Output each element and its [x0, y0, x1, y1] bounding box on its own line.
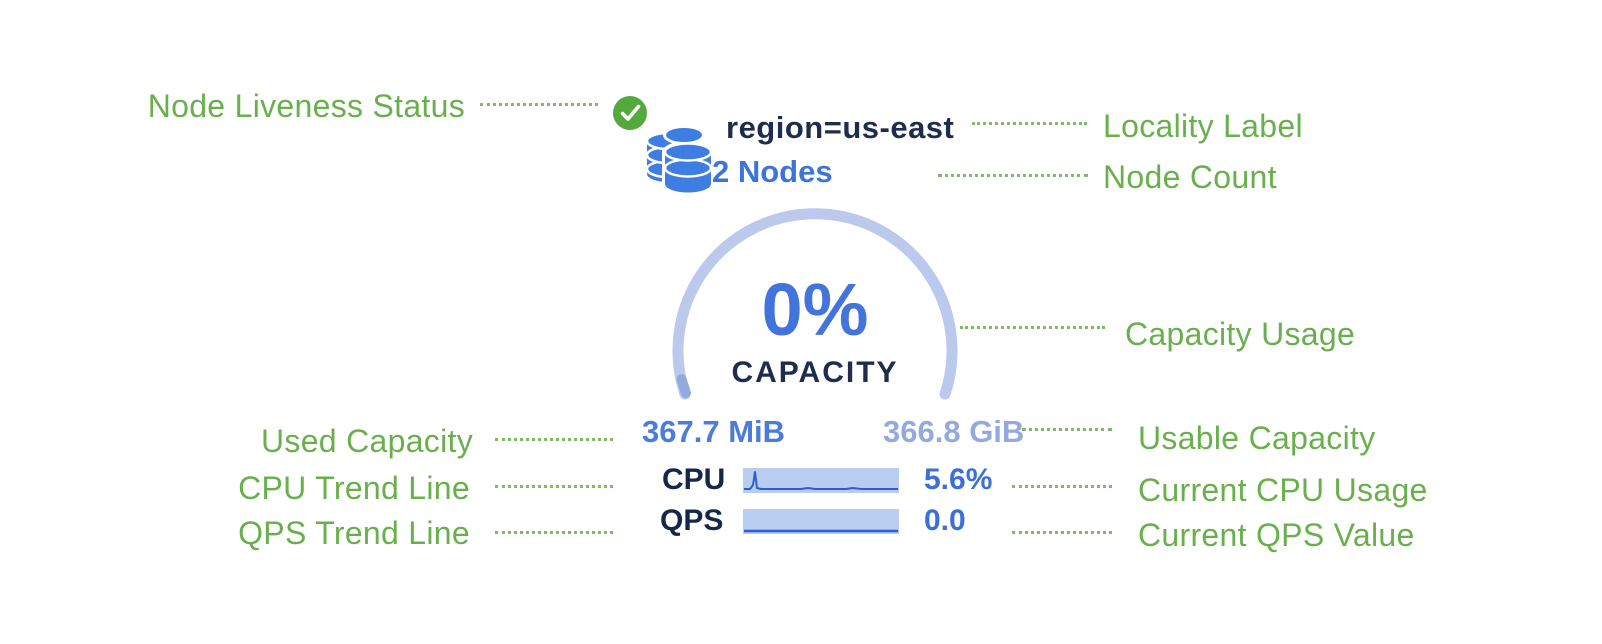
annotation-qps-trend-line: QPS Trend Line [238, 515, 470, 551]
leader-line-current-qps [1012, 531, 1112, 534]
capacity-gauge-arc [672, 208, 958, 400]
database-stack-icon [645, 125, 714, 195]
locality-label: region=us-east [726, 110, 955, 145]
annotation-node-count: Node Count [1103, 159, 1277, 195]
leader-line-current-cpu [1012, 485, 1112, 488]
leader-line-capacity-usage [960, 326, 1105, 329]
leader-line-cpu-trend [495, 485, 613, 488]
annotation-locality-label: Locality Label [1103, 108, 1303, 144]
used-capacity-value: 367.7 MiB [642, 414, 786, 449]
annotation-node-liveness-status: Node Liveness Status [147, 88, 465, 124]
cpu-label: CPU [662, 463, 726, 496]
liveness-check-icon [613, 96, 647, 130]
annotation-current-qps-value: Current QPS Value [1138, 517, 1415, 553]
annotation-usable-capacity: Usable Capacity [1138, 420, 1376, 456]
leader-line-liveness [480, 103, 598, 106]
annotation-current-cpu-usage: Current CPU Usage [1138, 472, 1428, 508]
qps-trend-sparkline [743, 509, 899, 534]
capacity-title: CAPACITY [731, 356, 899, 389]
qps-value: 0.0 [924, 504, 966, 537]
leader-line-used-capacity [495, 438, 613, 441]
annotation-used-capacity: Used Capacity [261, 423, 473, 459]
cpu-value: 5.6% [924, 463, 993, 496]
cpu-trend-sparkline [743, 468, 899, 493]
qps-label: QPS [660, 504, 724, 537]
leader-line-usable-capacity [1022, 428, 1112, 431]
annotation-cpu-trend-line: CPU Trend Line [238, 470, 470, 506]
leader-line-node-count [938, 174, 1088, 177]
annotation-capacity-usage: Capacity Usage [1125, 316, 1356, 352]
leader-line-qps-trend [495, 531, 613, 534]
usable-capacity-value: 366.8 GiB [883, 414, 1025, 449]
capacity-percent: 0% [761, 268, 869, 351]
leader-line-locality [972, 122, 1087, 125]
node-count-label: 2 Nodes [712, 154, 833, 189]
